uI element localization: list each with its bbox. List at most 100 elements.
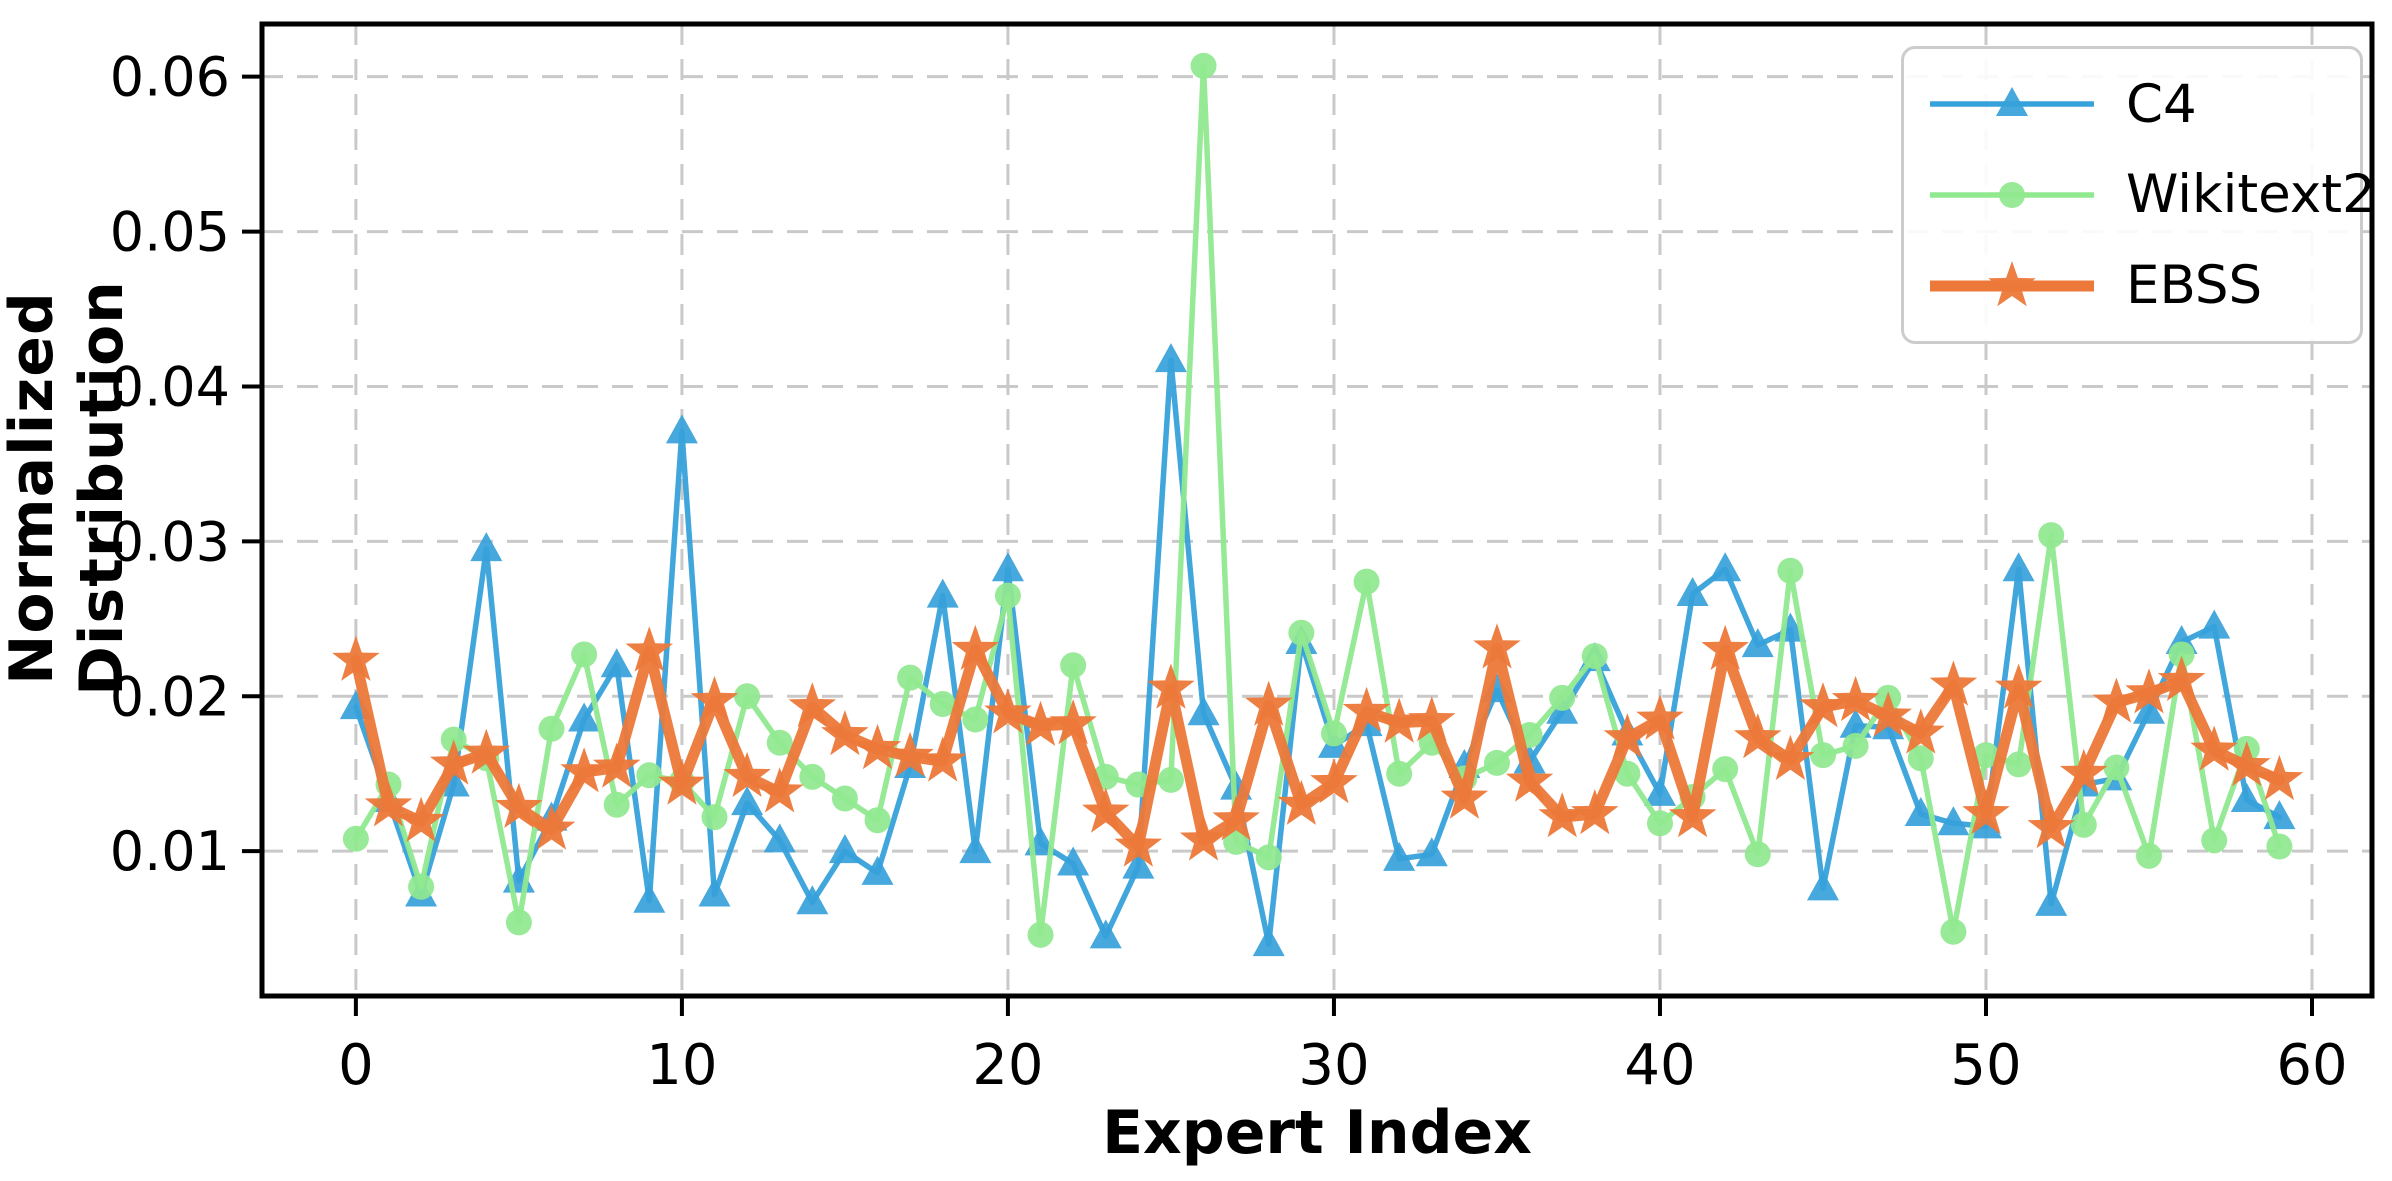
circle-marker [1744, 841, 1771, 868]
legend-label-c4: C4 [2126, 73, 2197, 135]
star-marker [1766, 734, 1815, 780]
legend: C4 Wikitext2 EBSS [1901, 46, 2376, 344]
circle-marker [1777, 557, 1804, 584]
triangle-marker [1741, 628, 1774, 658]
star-marker [1473, 623, 1521, 669]
star-marker [1988, 260, 2036, 306]
circle-marker [1223, 828, 1250, 855]
circle-marker [831, 785, 858, 812]
star-marker [1179, 815, 1228, 861]
circle-marker [766, 729, 793, 756]
star-marker [1897, 708, 1945, 754]
circle-marker [864, 807, 891, 834]
circle-marker [1027, 921, 1054, 948]
triangle-marker [600, 648, 633, 678]
circle-marker [1940, 918, 1967, 945]
series-ebss [332, 623, 2304, 867]
circle-marker [1386, 760, 1413, 787]
star-marker [1962, 789, 2010, 835]
circle-marker [1353, 568, 1380, 595]
circle-marker [701, 804, 728, 831]
star-marker [1538, 792, 1586, 838]
star-marker [527, 804, 576, 850]
circle-marker [1190, 52, 1217, 79]
star-marker [1342, 686, 1391, 732]
star-marker [1310, 758, 1358, 804]
circle-marker [2005, 751, 2032, 778]
c4-line-marker-icon [1930, 87, 2094, 117]
star-marker [2027, 802, 2075, 849]
triangle-marker [1154, 343, 1187, 373]
triangle-marker [763, 823, 796, 853]
circle-marker [994, 582, 1021, 609]
circle-marker [2070, 811, 2097, 838]
star-marker [1505, 756, 1554, 802]
x-tick-label: 50 [1950, 1033, 2021, 1098]
circle-marker [1288, 619, 1315, 646]
triangle-marker [1187, 696, 1220, 726]
star-marker [1831, 675, 1880, 722]
star-marker [2060, 748, 2108, 794]
circle-marker [603, 791, 630, 818]
star-marker [1929, 660, 1978, 706]
triangle-marker [796, 885, 829, 915]
x-tick-label: 10 [646, 1033, 717, 1098]
circle-marker [505, 909, 532, 936]
y-tick-label: 0.04 [110, 355, 230, 418]
star-marker [1016, 700, 1065, 746]
star-marker [1571, 789, 1619, 835]
star-marker [2255, 754, 2304, 801]
x-tick-label: 0 [338, 1033, 374, 1098]
y-axis-label: Normalized Distribution [0, 280, 137, 696]
triangle-marker [2133, 694, 2166, 724]
triangle-marker [2230, 783, 2263, 813]
star-marker [1994, 663, 2043, 709]
triangle-marker [665, 414, 698, 444]
legend-item-wikitext2: Wikitext2 [1926, 153, 2376, 237]
triangle-marker [861, 855, 894, 885]
star-marker [658, 759, 706, 805]
legend-item-c4: C4 [1926, 62, 2360, 146]
star-marker [1440, 773, 1489, 819]
triangle-marker [470, 532, 503, 562]
circle-marker [897, 664, 924, 691]
circle-marker [1581, 642, 1608, 669]
circle-marker [1646, 810, 1673, 837]
circle-marker [2266, 833, 2293, 860]
star-marker [788, 682, 837, 728]
star-marker [1636, 694, 1684, 740]
star-marker [1864, 691, 1912, 737]
triangle-marker [1676, 577, 1709, 607]
circle-marker [1320, 720, 1347, 747]
circle-marker [1809, 742, 1836, 769]
star-marker [690, 675, 739, 722]
circle-marker [734, 683, 761, 710]
circle-marker [1842, 732, 1869, 759]
triangle-marker [2035, 886, 2068, 916]
triangle-marker [2002, 552, 2035, 582]
star-marker [364, 781, 413, 827]
series-line [350, 642, 2285, 852]
star-marker [1603, 713, 1652, 759]
circle-marker [538, 715, 565, 742]
y-tick-label: 0.06 [110, 46, 230, 109]
circle-marker [408, 873, 435, 900]
triangle-marker [1415, 837, 1448, 867]
circle-marker [1907, 745, 1934, 772]
circle-marker [929, 691, 956, 718]
triangle-marker [1806, 871, 1839, 901]
circle-marker [2136, 842, 2163, 869]
triangle-marker [568, 702, 601, 732]
x-axis-label: Expert Index [1102, 1098, 1532, 1168]
y-tick-label: 0.02 [110, 665, 230, 728]
circle-marker [636, 762, 663, 789]
triangle-marker [959, 834, 992, 864]
legend-label-wikitext2: Wikitext2 [2126, 164, 2376, 226]
triangle-marker [2198, 609, 2231, 639]
star-marker [625, 626, 674, 672]
star-marker [886, 731, 934, 777]
star-marker [1277, 779, 1326, 825]
star-marker [1799, 682, 1847, 728]
triangle-marker [1252, 927, 1285, 957]
